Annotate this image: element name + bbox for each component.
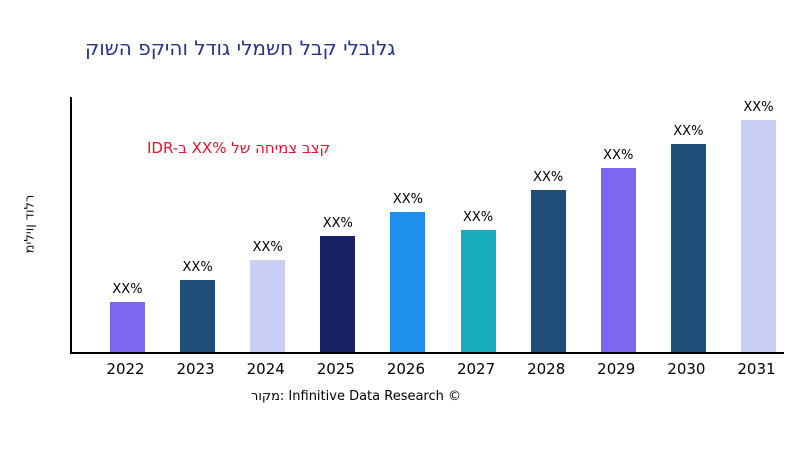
plot-area: IDR-ב XX% לש החימצ בצק XX% XX% XX% XX% XX% XX… (70, 97, 784, 354)
bar-2031 (740, 120, 776, 352)
bar-value-label: XX% (533, 170, 564, 185)
bar-column-2030: XX% (670, 124, 706, 352)
bar-2029 (600, 168, 636, 352)
x-tick-2027: 2027 (456, 360, 496, 378)
bar-value-label: XX% (322, 216, 353, 231)
x-tick-label: 2026 (386, 360, 426, 378)
x-tick-2022: 2022 (106, 360, 145, 378)
bar-column-2026: XX% (390, 192, 426, 352)
bar-column-2023: XX% (180, 260, 216, 352)
bar-2025 (320, 236, 356, 352)
bar-2027 (460, 230, 496, 352)
bar-value-label: XX% (112, 282, 143, 297)
x-tick-label: 2029 (597, 360, 636, 378)
y-axis-label: מיליון דולר (22, 194, 38, 254)
x-tick-label: 2027 (456, 360, 496, 378)
chart-title: קושה פקיהו לדוג ילמשח לבק ילבולג (85, 36, 396, 60)
bar-column-2028: XX% (530, 170, 566, 352)
x-tick-label: 2025 (316, 360, 355, 378)
bar-value-label: XX% (673, 124, 704, 139)
growth-annotation: IDR-ב XX% לש החימצ בצק (147, 139, 331, 157)
source-credit: רוקמ: Infinitive Data Research © (250, 389, 462, 404)
bar-2030 (670, 144, 706, 352)
x-tick-2025: 2025 (316, 360, 355, 378)
x-axis-ticks: 2022 2023 2024 2025 2026 2027 2028 2029 2030 2031 (70, 360, 782, 378)
x-tick-label: 2024 (246, 360, 285, 378)
bar-2023 (180, 280, 216, 352)
x-tick-label: 2030 (667, 360, 706, 378)
x-tick-label: 2022 (106, 360, 145, 378)
bar-value-label: XX% (252, 240, 283, 255)
x-tick-2026: 2026 (386, 360, 426, 378)
bar-column-2029: XX% (600, 148, 636, 352)
x-tick-2029: 2029 (597, 360, 636, 378)
bar-value-label: XX% (603, 148, 634, 163)
bar-column-2031: XX% (740, 100, 776, 352)
bar-value-label: XX% (392, 192, 424, 207)
bar-2022 (110, 302, 145, 352)
bar-column-2024: XX% (250, 240, 286, 352)
bar-2024 (250, 260, 286, 352)
x-tick-2030: 2030 (667, 360, 706, 378)
bar-value-label: XX% (462, 210, 494, 225)
bar-2026 (390, 212, 426, 352)
bar-column-2022: XX% (110, 282, 145, 352)
bar-value-label: XX% (743, 100, 774, 115)
x-tick-2028: 2028 (527, 360, 566, 378)
x-tick-label: 2031 (737, 360, 776, 378)
bars: XX% XX% XX% XX% XX% XX% XX% XX% XX% XX% (72, 97, 784, 352)
x-tick-label: 2028 (527, 360, 566, 378)
x-tick-2024: 2024 (246, 360, 285, 378)
x-tick-2031: 2031 (737, 360, 776, 378)
bar-column-2025: XX% (320, 216, 356, 352)
x-tick-2023: 2023 (176, 360, 215, 378)
bar-2028 (530, 190, 566, 352)
bar-value-label: XX% (182, 260, 213, 275)
bar-column-2027: XX% (460, 210, 496, 352)
x-tick-label: 2023 (176, 360, 215, 378)
